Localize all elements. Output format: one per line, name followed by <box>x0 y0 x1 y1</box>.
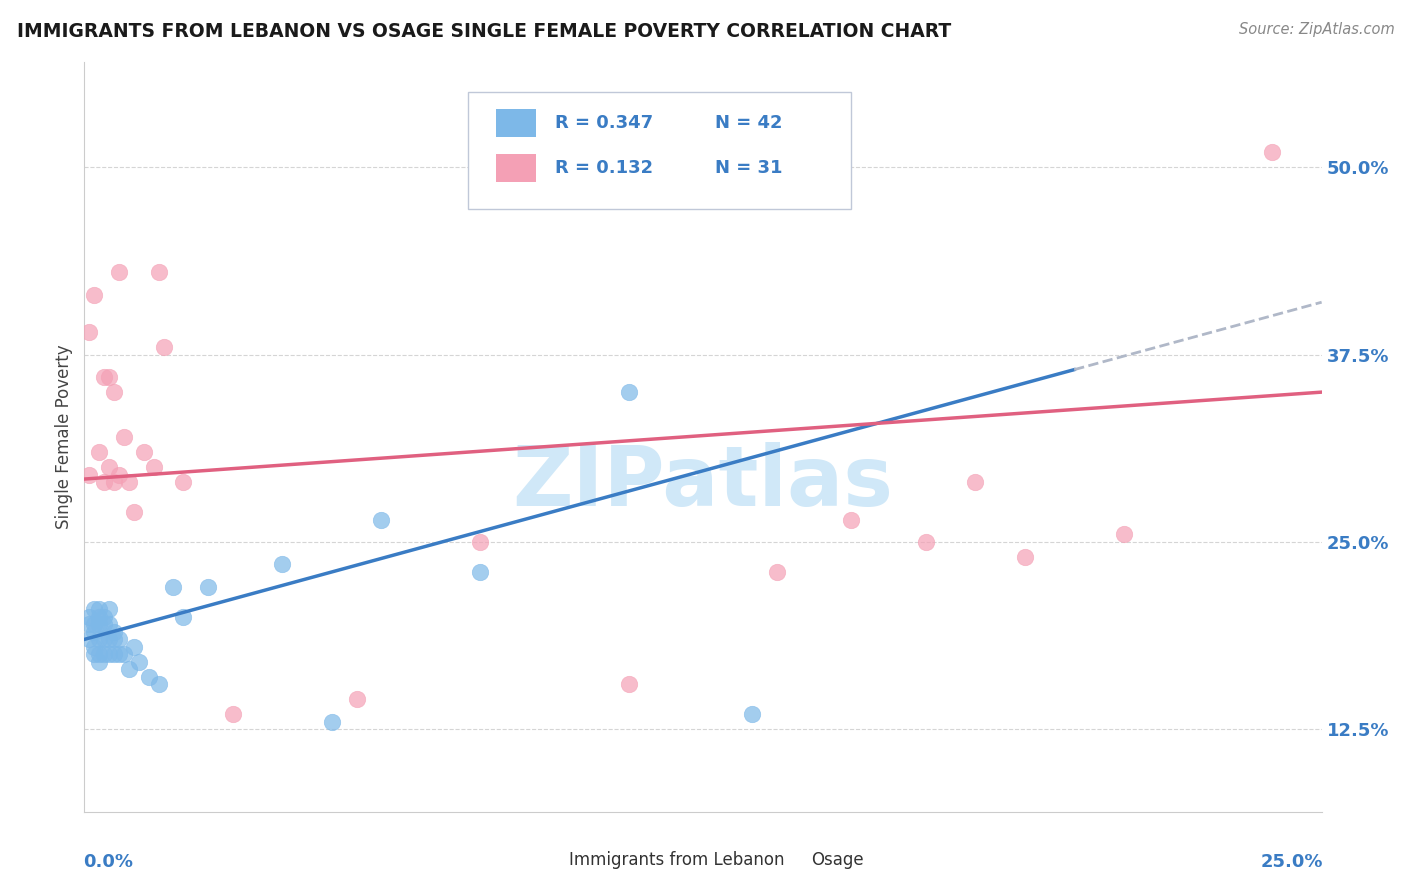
Point <box>93 370 115 384</box>
Point <box>89 648 111 662</box>
Point <box>79 467 101 482</box>
FancyBboxPatch shape <box>496 109 536 137</box>
Point <box>1261 145 1284 160</box>
Point <box>83 617 105 632</box>
Point <box>148 265 170 279</box>
Point <box>841 512 863 526</box>
Point <box>103 475 125 489</box>
Point <box>93 610 115 624</box>
Point <box>89 655 111 669</box>
Point <box>142 460 165 475</box>
Text: 0.0%: 0.0% <box>83 853 134 871</box>
Point <box>271 558 294 572</box>
Point <box>83 602 105 616</box>
Point <box>89 632 111 647</box>
FancyBboxPatch shape <box>778 851 804 870</box>
Point <box>103 624 125 639</box>
Point <box>98 370 121 384</box>
Point <box>93 648 115 662</box>
Point <box>222 707 245 722</box>
Point <box>103 385 125 400</box>
Point <box>321 714 343 729</box>
Point <box>103 648 125 662</box>
Point <box>112 648 135 662</box>
Point <box>93 475 115 489</box>
Point <box>118 662 141 676</box>
Point <box>108 632 131 647</box>
Point <box>112 430 135 444</box>
Point <box>83 640 105 654</box>
FancyBboxPatch shape <box>536 851 564 870</box>
Point <box>98 632 121 647</box>
Point <box>138 670 160 684</box>
Text: N = 42: N = 42 <box>716 114 783 132</box>
Point <box>79 617 101 632</box>
FancyBboxPatch shape <box>468 93 852 209</box>
Text: Immigrants from Lebanon: Immigrants from Lebanon <box>569 852 785 870</box>
Text: 25.0%: 25.0% <box>1260 853 1323 871</box>
Point <box>370 512 392 526</box>
Point <box>197 580 219 594</box>
Point <box>122 505 145 519</box>
Y-axis label: Single Female Poverty: Single Female Poverty <box>55 345 73 529</box>
Point <box>766 565 789 579</box>
Point <box>98 648 121 662</box>
Point <box>83 287 105 301</box>
Point <box>965 475 987 489</box>
Point <box>172 475 194 489</box>
Point <box>152 340 174 354</box>
Text: IMMIGRANTS FROM LEBANON VS OSAGE SINGLE FEMALE POVERTY CORRELATION CHART: IMMIGRANTS FROM LEBANON VS OSAGE SINGLE … <box>17 22 950 41</box>
Point <box>89 617 111 632</box>
Point <box>108 648 131 662</box>
Point <box>617 385 640 400</box>
Point <box>741 707 763 722</box>
Point <box>79 325 101 339</box>
Point <box>132 445 155 459</box>
Point <box>108 467 131 482</box>
Point <box>93 632 115 647</box>
Point <box>98 617 121 632</box>
Point <box>128 655 150 669</box>
Text: ZIPatlas: ZIPatlas <box>513 442 893 523</box>
Point <box>617 677 640 691</box>
Point <box>118 475 141 489</box>
Point <box>1112 527 1135 541</box>
Point <box>89 610 111 624</box>
Point <box>83 648 105 662</box>
Point <box>89 445 111 459</box>
Point <box>103 632 125 647</box>
Point <box>79 610 101 624</box>
Point <box>914 535 936 549</box>
Point <box>346 692 368 706</box>
Point <box>89 602 111 616</box>
Text: Osage: Osage <box>811 852 863 870</box>
Text: N = 31: N = 31 <box>716 159 783 177</box>
Point <box>93 617 115 632</box>
Text: R = 0.132: R = 0.132 <box>554 159 652 177</box>
Point <box>162 580 184 594</box>
Point <box>122 640 145 654</box>
Text: Source: ZipAtlas.com: Source: ZipAtlas.com <box>1239 22 1395 37</box>
FancyBboxPatch shape <box>496 153 536 182</box>
Point <box>1014 549 1036 564</box>
Point <box>108 265 131 279</box>
Text: R = 0.347: R = 0.347 <box>554 114 652 132</box>
Point <box>172 610 194 624</box>
Point <box>98 602 121 616</box>
Point <box>98 460 121 475</box>
Point <box>470 565 492 579</box>
Point <box>470 535 492 549</box>
Point <box>79 632 101 647</box>
Point <box>148 677 170 691</box>
Point <box>83 624 105 639</box>
